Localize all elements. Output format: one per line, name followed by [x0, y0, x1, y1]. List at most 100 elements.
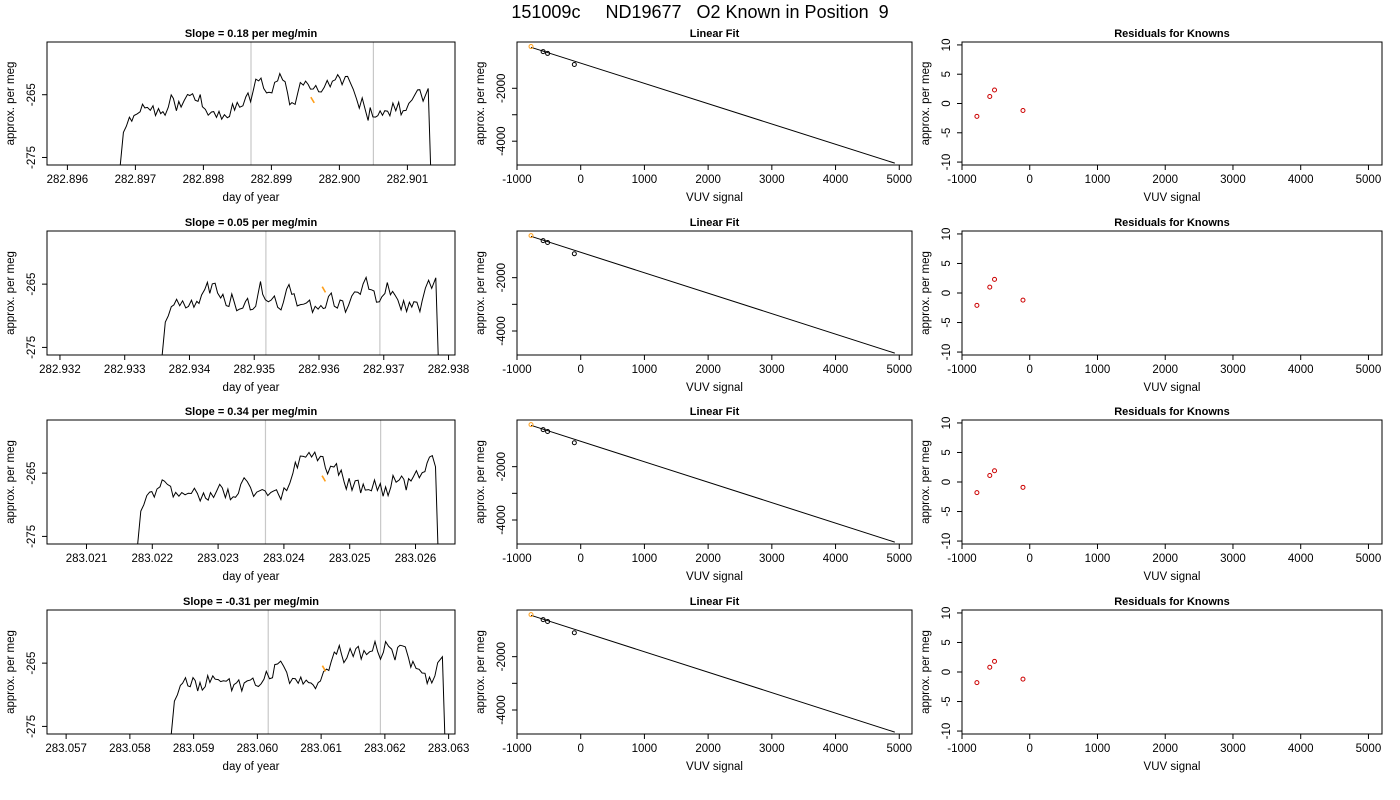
highlight-segment — [321, 475, 327, 482]
x-tick-label: -1000 — [947, 743, 976, 755]
plot-frame — [516, 609, 913, 735]
fit-point — [571, 62, 577, 68]
fit-point — [545, 50, 551, 56]
y-axis-label: approx. per meg — [920, 630, 932, 714]
x-tick-label: 3000 — [759, 174, 785, 186]
residual-point — [992, 276, 998, 282]
x-axis-label: day of year — [223, 382, 280, 394]
highlight-segment — [321, 665, 327, 672]
plot-area — [137, 420, 439, 544]
y-tick-label: -2000 — [496, 263, 508, 292]
panel-r3-resid: Residuals for Knowns VUV signal approx. pe… — [920, 406, 1383, 583]
panel-title: Slope = 0.05 per meg/min — [185, 217, 318, 229]
y-tick-label: -10 — [941, 344, 953, 361]
x-tick-label: -1000 — [502, 174, 531, 186]
panel-title: Slope = 0.18 per meg/min — [185, 28, 318, 40]
x-tick-label: 282.938 — [428, 364, 470, 376]
fit-point — [528, 44, 534, 50]
residual-point — [974, 490, 980, 496]
plot-frame — [961, 41, 1383, 166]
y-axis-label: approx. per meg — [475, 62, 487, 146]
fit-line — [530, 614, 895, 733]
x-tick-label: 283.026 — [395, 553, 437, 565]
plot-area — [170, 610, 446, 734]
highlight-segment — [321, 286, 327, 293]
y-tick-label: -10 — [941, 533, 953, 550]
x-tick-label: 5000 — [1356, 553, 1382, 565]
y-tick-label: 5 — [941, 71, 953, 77]
x-tick-label: 282.900 — [319, 174, 361, 186]
panel-r1-resid: Residuals for Knowns VUV signal approx. pe… — [920, 28, 1383, 204]
plot-area — [974, 658, 1026, 686]
x-tick-label: 3000 — [759, 364, 785, 376]
x-tick-label: 283.057 — [45, 743, 87, 755]
residual-point — [987, 284, 993, 290]
x-tick-label: 282.932 — [39, 364, 81, 376]
x-tick-label: 0 — [578, 743, 584, 755]
signal-trace — [170, 639, 446, 734]
plot-frame — [961, 230, 1383, 356]
y-tick-label: -2000 — [496, 642, 508, 671]
panel-r1-trace: Slope = 0.18 per meg/min day of year appro… — [5, 28, 456, 204]
x-tick-label: 282.897 — [115, 174, 157, 186]
x-tick-label: 4000 — [823, 743, 849, 755]
figure-title: 151009c ND19677 O2 Known in Position 9 — [511, 2, 889, 22]
panel-r4-resid: Residuals for Knowns VUV signal approx. pe… — [920, 596, 1383, 773]
residual-point — [987, 93, 993, 99]
panel-title: Linear Fit — [690, 217, 740, 229]
plot-frame — [46, 609, 456, 735]
x-axis-label: VUV signal — [686, 382, 743, 394]
x-tick-label: 282.937 — [363, 364, 405, 376]
y-tick-label: -4000 — [496, 695, 508, 724]
fit-line — [530, 46, 895, 164]
y-tick-label: 10 — [941, 607, 953, 620]
plot-frame — [961, 419, 1383, 545]
x-tick-label: 3000 — [1220, 553, 1246, 565]
panel-r1-fit: Linear Fit VUV signal approx. per meg -1000… — [475, 28, 913, 204]
x-tick-label: 4000 — [1288, 364, 1314, 376]
y-tick-label: -275 — [26, 146, 38, 169]
residual-point — [992, 87, 998, 93]
x-tick-label: 2000 — [695, 743, 721, 755]
y-tick-label: 0 — [941, 100, 953, 106]
residual-point — [1020, 676, 1026, 682]
y-tick-label: 10 — [941, 417, 953, 430]
plot-area — [974, 468, 1026, 496]
panel-r4-fit: Linear Fit VUV signal approx. per meg -1000… — [475, 596, 913, 773]
x-tick-label: 3000 — [759, 553, 785, 565]
panel-title: Residuals for Knowns — [1114, 406, 1230, 418]
x-tick-label: 0 — [578, 553, 584, 565]
fit-point — [545, 240, 551, 246]
x-tick-label: 1000 — [1085, 174, 1111, 186]
plot-frame — [516, 419, 913, 545]
x-tick-label: 282.901 — [387, 174, 429, 186]
x-tick-label: 3000 — [1220, 364, 1246, 376]
x-tick-label: 2000 — [1152, 553, 1178, 565]
fit-point — [545, 619, 551, 625]
plot-area — [974, 276, 1026, 308]
x-axis-label: day of year — [223, 571, 280, 583]
plot-area — [528, 612, 895, 733]
x-tick-label: 1000 — [632, 553, 658, 565]
plot-area — [528, 233, 895, 354]
panel-title: Residuals for Knowns — [1114, 596, 1230, 608]
x-tick-label: 283.025 — [329, 553, 371, 565]
y-axis-label: approx. per meg — [920, 251, 932, 335]
x-tick-label: 283.059 — [173, 743, 215, 755]
fit-point — [540, 238, 546, 244]
x-tick-label: 1000 — [1085, 743, 1111, 755]
panel-title: Slope = 0.34 per meg/min — [185, 406, 318, 418]
fit-point — [528, 422, 534, 428]
panel-r2-trace: Slope = 0.05 per meg/min day of year appro… — [5, 217, 469, 394]
signal-trace — [137, 450, 439, 544]
plot-frame — [46, 419, 456, 545]
x-tick-label: 1000 — [1085, 364, 1111, 376]
y-axis-label: approx. per meg — [5, 62, 17, 146]
y-tick-label: 5 — [941, 260, 953, 266]
x-axis-label: day of year — [223, 192, 280, 204]
y-tick-label: 0 — [941, 669, 953, 675]
x-tick-label: 0 — [1027, 364, 1033, 376]
x-tick-label: -1000 — [947, 174, 976, 186]
residual-point — [987, 473, 993, 479]
